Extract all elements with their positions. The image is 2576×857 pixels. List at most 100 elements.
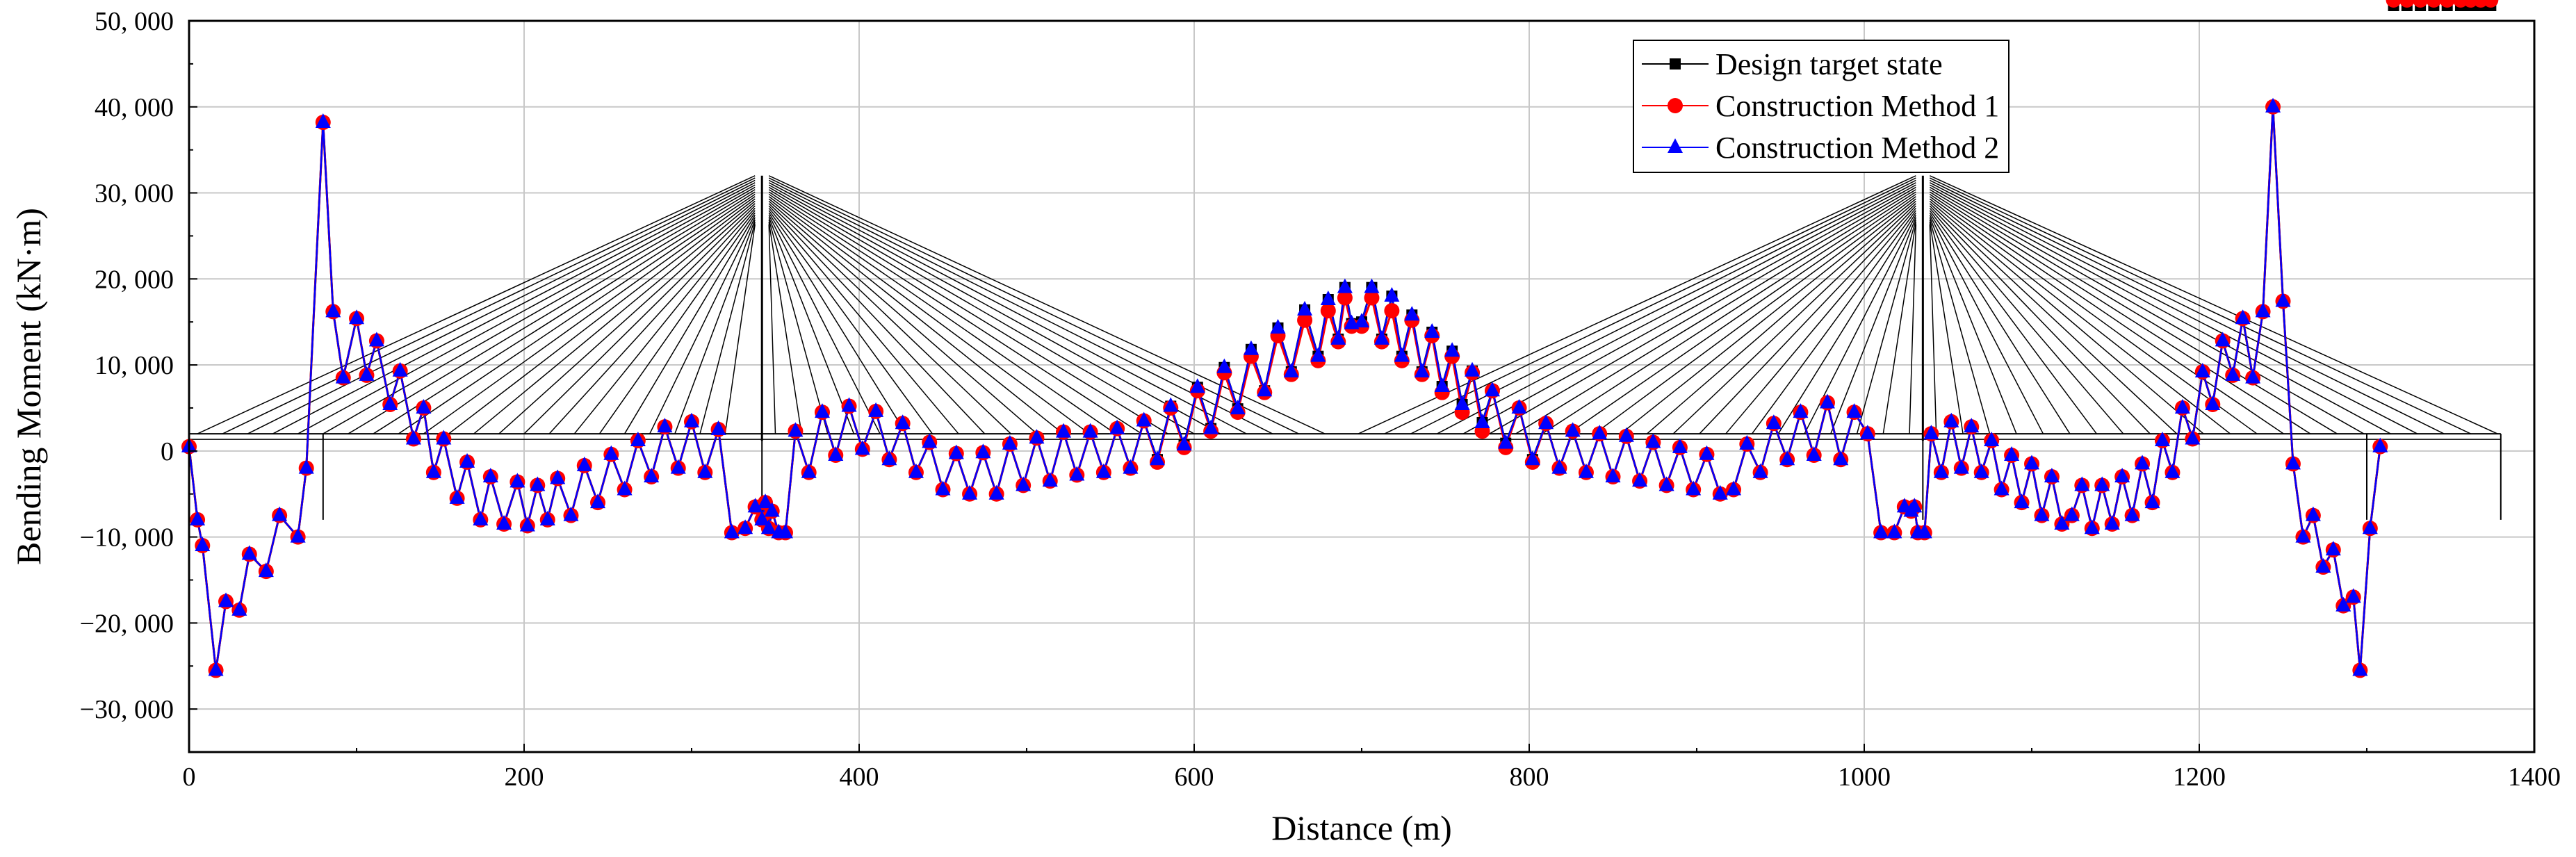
stay-cable (1647, 200, 1916, 434)
data-point-method-2 (2245, 368, 2261, 384)
stay-cable (222, 177, 756, 434)
stay-cable (1909, 224, 1917, 434)
data-point-method-2 (2034, 506, 2050, 521)
data-point-method-2 (1056, 423, 1072, 438)
stay-cable (598, 212, 756, 434)
y-axis-title: Bending Moment (kN·m) (9, 208, 48, 565)
data-point-method-2 (1136, 411, 1152, 427)
data-point-method-2 (241, 545, 257, 560)
data-point-method-2 (1029, 429, 1045, 444)
data-point-method-2 (2352, 661, 2368, 676)
data-point-method-2 (2135, 455, 2151, 470)
stay-cable (768, 205, 986, 434)
data-point-method-2 (1511, 398, 1527, 414)
x-tick-label: 0 (183, 762, 196, 792)
data-point-method-2 (2345, 588, 2361, 603)
data-point-method-2 (1465, 361, 1481, 377)
data-point-method-2 (2325, 541, 2341, 556)
data-point-method-2 (1216, 358, 1232, 373)
data-point-method-2 (1373, 329, 1389, 345)
data-point-method-2 (788, 422, 804, 437)
stay-cable (498, 203, 756, 434)
data-point-method-2 (1739, 434, 1755, 450)
data-point-method-1 (1384, 303, 1400, 319)
data-point-method-2 (754, 510, 770, 525)
stay-cable (768, 196, 1090, 434)
stay-cable (1929, 189, 2338, 434)
data-point-method-2 (1819, 393, 1835, 409)
data-point-method-2 (2205, 395, 2221, 410)
data-point-method-1 (2399, 0, 2415, 8)
stay-cable (1882, 222, 1917, 434)
data-point-method-2 (482, 467, 498, 482)
data-point-method-2 (258, 562, 274, 578)
x-tick-label: 400 (840, 762, 879, 792)
data-point-method-2 (828, 446, 844, 462)
data-point-method-2 (1752, 463, 1768, 478)
data-point-method-2 (576, 456, 592, 471)
y-tick-label: 40, 000 (95, 93, 174, 122)
data-point-method-2 (1444, 342, 1460, 357)
series-line-1 (188, 106, 2381, 671)
data-point-method-2 (801, 463, 817, 478)
stay-cable (1930, 179, 2445, 434)
data-point-method-2 (1726, 480, 1742, 496)
data-point-method-2 (962, 484, 978, 500)
stay-cable (768, 191, 1142, 434)
data-point-method-2 (2054, 515, 2070, 530)
data-point-method-2 (1524, 450, 1540, 466)
data-point-method-2 (1565, 422, 1581, 437)
data-point-method-2 (1806, 446, 1822, 462)
data-point-method-2 (975, 443, 991, 459)
stay-cable (1929, 222, 1964, 434)
data-point-method-2 (496, 515, 512, 530)
bridge-sketch (188, 175, 2502, 520)
stay-cable (1929, 215, 2044, 434)
data-point-method-2 (1973, 463, 1989, 478)
stay-cable (247, 179, 756, 434)
y-tick-label: 20, 000 (95, 265, 174, 294)
data-point-method-2 (1943, 412, 1959, 427)
data-point-method-2 (617, 480, 633, 496)
data-point-method-2 (935, 480, 951, 496)
data-point-method-2 (1149, 450, 1165, 466)
stay-cable (1856, 219, 1917, 434)
data-point-method-2 (1859, 425, 1875, 440)
data-point-method-2 (2074, 476, 2090, 491)
data-point-method-2 (1203, 419, 1219, 434)
data-point-method-2 (908, 463, 924, 478)
data-point-method-2 (2285, 455, 2301, 470)
data-point-method-2 (1592, 425, 1608, 440)
data-point-method-2 (539, 510, 555, 525)
data-point-method-2 (1243, 340, 1259, 355)
data-point-method-2 (1551, 459, 1567, 474)
data-point-method-2 (1846, 403, 1862, 418)
data-point-method-2 (1658, 476, 1674, 491)
data-point-method-2 (1779, 450, 1795, 466)
data-point-method-2 (195, 536, 211, 551)
data-point-method-2 (1095, 463, 1111, 478)
data-point-method-1 (2483, 0, 2499, 8)
data-point-method-2 (1069, 466, 1085, 481)
data-point-method-2 (1320, 290, 1336, 305)
data-point-method-2 (510, 473, 525, 488)
data-point-method-2 (737, 519, 753, 534)
stay-cable (768, 184, 1221, 434)
stay-cable (1929, 200, 2204, 434)
data-point-method-2 (841, 397, 857, 412)
data-point-method-2 (1474, 413, 1490, 428)
data-point-method-2 (315, 113, 331, 129)
data-point-method-1 (1297, 312, 1313, 328)
data-point-method-2 (1538, 414, 1554, 430)
data-point-method-2 (2335, 596, 2351, 612)
data-point-method-2 (1699, 445, 1715, 460)
stay-cable (1929, 212, 2071, 434)
stay-cable (1929, 207, 2124, 434)
data-point-method-2 (325, 302, 341, 318)
data-point-method-2 (1686, 480, 1702, 496)
data-point-method-1 (1364, 290, 1380, 306)
data-point-method-1 (2413, 0, 2429, 8)
data-point-method-2 (1310, 347, 1326, 362)
data-point-method-2 (670, 459, 686, 474)
stay-cable (768, 189, 1168, 434)
